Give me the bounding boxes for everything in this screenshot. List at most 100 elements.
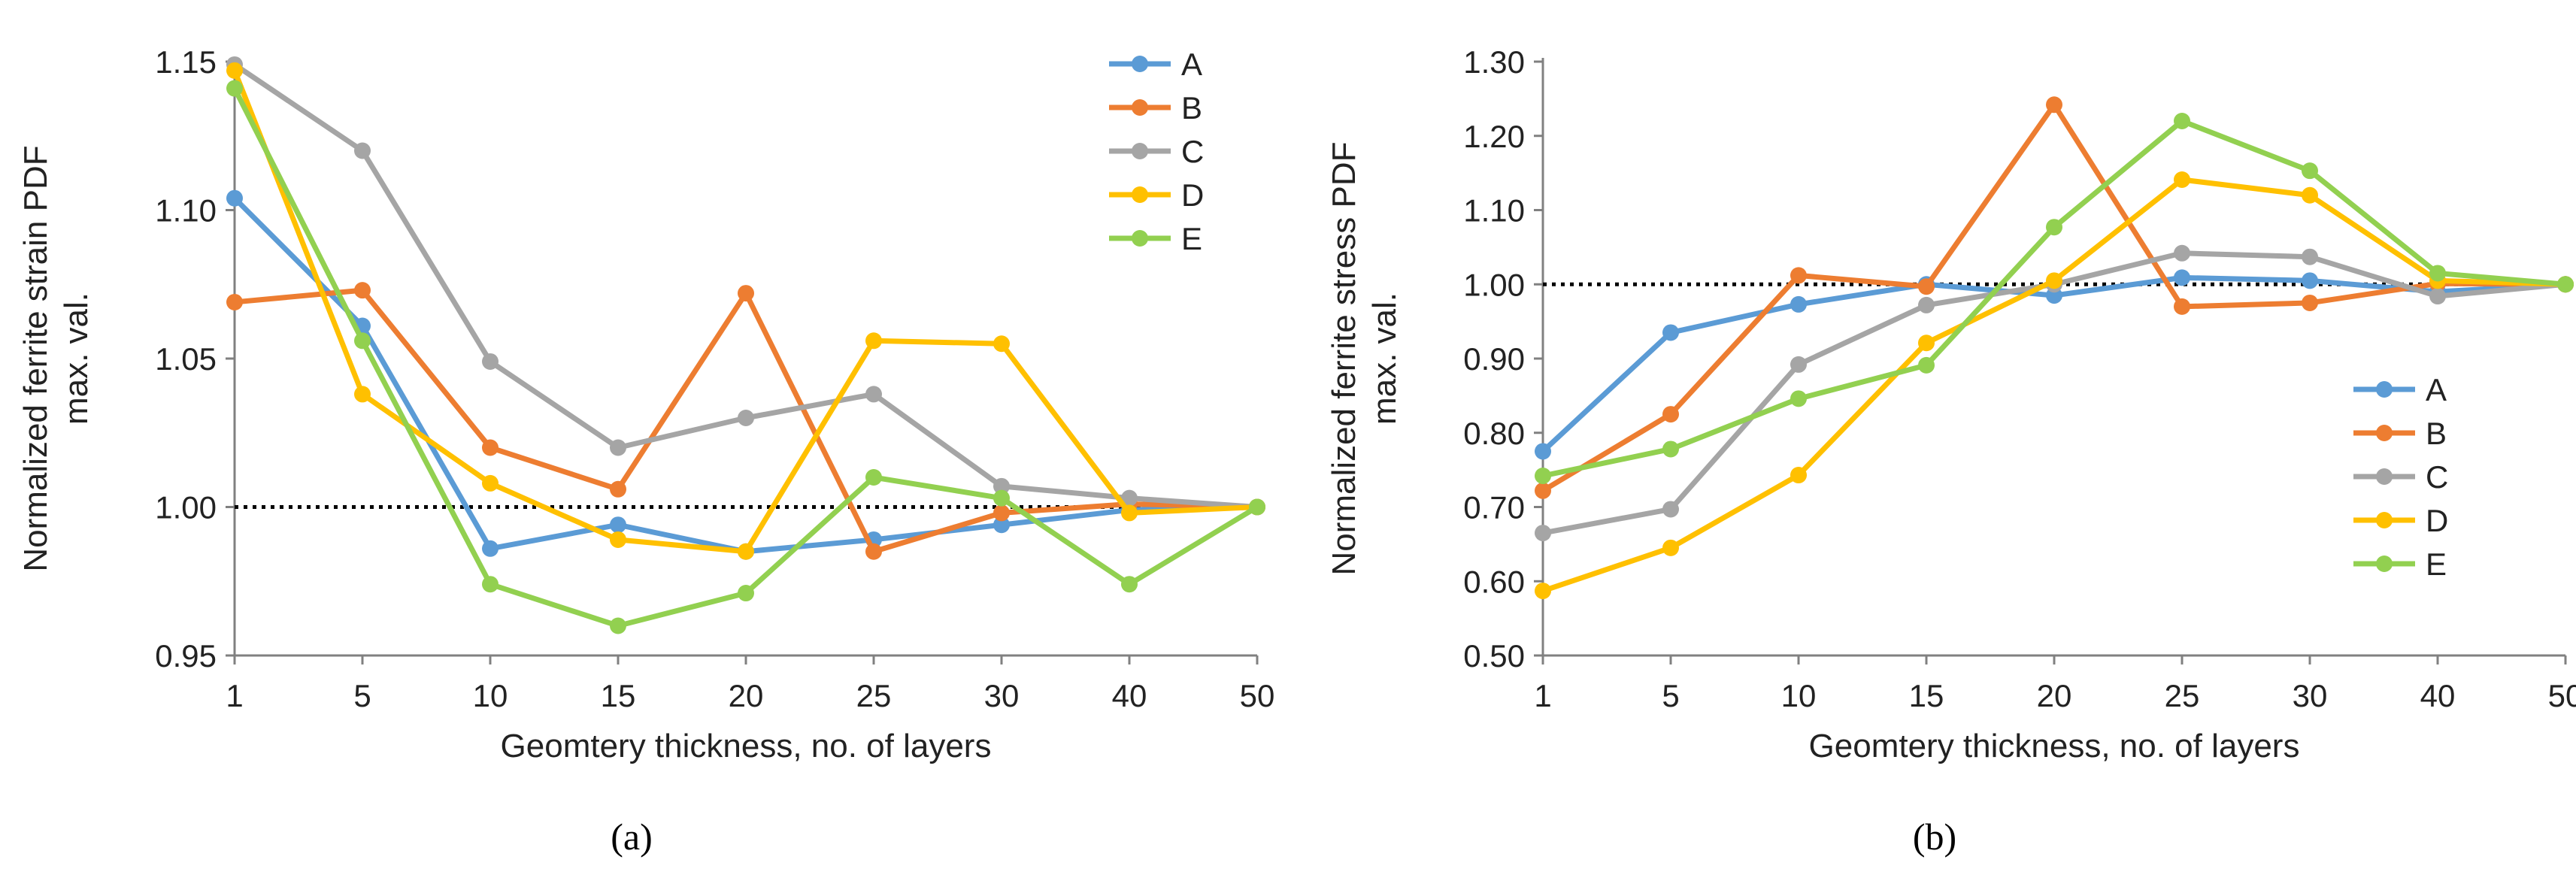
x-tick-label: 30 (2293, 678, 2328, 713)
data-point-C (993, 477, 1010, 495)
y-tick-label: 1.10 (155, 193, 217, 229)
legend-label-B: B (1181, 90, 1202, 126)
data-point-E (865, 469, 882, 486)
x-tick-label: 5 (1662, 678, 1679, 713)
data-point-A (2302, 272, 2318, 289)
chart-panel-b: 0.500.600.700.800.901.001.101.201.301 5 10… (1326, 44, 2576, 764)
x-tick-label: 50 (1240, 678, 1275, 713)
y-tick-label: 0.80 (1463, 416, 1525, 451)
data-point-C (482, 353, 499, 370)
y-tick-label: 1.00 (155, 490, 217, 525)
data-point-B (993, 504, 1010, 522)
y-axis-title-line: Normalized ferrite strain PDF (17, 145, 54, 571)
data-point-B (1662, 406, 1679, 423)
data-point-E (226, 80, 243, 97)
data-point-D (1662, 539, 1679, 556)
data-point-B (865, 543, 882, 560)
y-axis-title-line: max. val. (1366, 292, 1403, 425)
data-point-C (610, 439, 626, 456)
y-tick-label: 1.00 (1463, 267, 1525, 302)
panel-label-b: (b) (1913, 816, 1956, 858)
x-tick-label: 20 (729, 678, 764, 713)
legend-label-E: E (1181, 221, 1202, 256)
x-tick-label: 10 (473, 678, 508, 713)
data-point-E (738, 585, 754, 602)
y-axis-title-line: Normalized ferrite stress PDF (1326, 141, 1362, 575)
x-tick-label: 10 (1781, 678, 1817, 713)
data-point-B (226, 293, 243, 310)
legend-marker-D (2376, 512, 2393, 528)
data-point-C (2302, 248, 2318, 265)
data-point-D (865, 332, 882, 350)
data-point-A (610, 516, 626, 534)
legend-label-B: B (2426, 416, 2447, 451)
data-point-A (2174, 269, 2190, 286)
y-tick-label: 1.10 (1463, 193, 1525, 229)
x-tick-label: 15 (1909, 678, 1944, 713)
data-point-E (2302, 162, 2318, 180)
x-tick-label: 50 (2548, 678, 2576, 713)
data-point-A (226, 189, 243, 207)
legend-label-A: A (2426, 372, 2447, 407)
series-line-D (232, 69, 1258, 555)
data-point-B (482, 439, 499, 456)
data-point-D (993, 335, 1010, 353)
data-point-D (2046, 272, 2062, 289)
data-point-B (2302, 294, 2318, 311)
y-axis-title-line: max. val. (58, 292, 95, 425)
data-point-B (1535, 482, 1551, 499)
legend-marker-C (1132, 143, 1148, 159)
data-point-D (354, 386, 371, 403)
x-tick-label: 40 (1112, 678, 1147, 713)
data-point-E (2557, 276, 2574, 293)
data-point-E (2429, 265, 2446, 282)
data-point-B (1790, 267, 1807, 284)
data-point-B (1918, 278, 1935, 295)
data-point-E (2174, 113, 2190, 129)
data-point-C (1535, 525, 1551, 542)
data-point-D (1121, 504, 1138, 522)
x-tick-label: 20 (2037, 678, 2072, 713)
data-point-E (1790, 390, 1807, 407)
data-point-A (1535, 443, 1551, 460)
data-point-D (610, 531, 626, 548)
data-point-D (2174, 171, 2190, 189)
data-point-C (865, 386, 882, 403)
data-point-D (738, 543, 754, 560)
y-tick-label: 0.90 (1463, 341, 1525, 377)
data-point-B (2174, 298, 2190, 315)
y-tick-label: 1.30 (1463, 44, 1525, 80)
x-tick-label: 1 (226, 678, 243, 713)
data-point-E (610, 617, 626, 634)
data-point-D (1918, 335, 1935, 352)
legend-marker-E (1132, 230, 1148, 247)
panel-label-a: (a) (611, 816, 653, 858)
data-point-E (482, 576, 499, 593)
x-tick-label: 1 (1534, 678, 1551, 713)
data-point-E (1535, 468, 1551, 485)
data-point-D (1790, 467, 1807, 484)
x-axis-title: Geomtery thickness, no. of layers (501, 728, 992, 764)
data-point-D (1535, 583, 1551, 600)
x-tick-label: 30 (984, 678, 1020, 713)
legend-marker-A (2376, 381, 2393, 398)
data-point-B (738, 285, 754, 302)
data-point-C (2429, 288, 2446, 305)
y-tick-label: 0.70 (1463, 490, 1525, 525)
data-point-E (1918, 356, 1935, 374)
data-point-D (226, 62, 243, 79)
data-point-C (738, 410, 754, 426)
data-point-C (2174, 244, 2190, 262)
legend-marker-E (2376, 556, 2393, 572)
data-point-C (354, 142, 371, 159)
data-point-E (1121, 576, 1138, 593)
data-point-E (1249, 498, 1265, 516)
legend-label-C: C (2426, 459, 2448, 495)
legend-marker-A (1132, 56, 1148, 72)
x-tick-label: 40 (2420, 678, 2456, 713)
legend-marker-D (1132, 186, 1148, 203)
y-tick-label: 0.95 (155, 638, 217, 674)
